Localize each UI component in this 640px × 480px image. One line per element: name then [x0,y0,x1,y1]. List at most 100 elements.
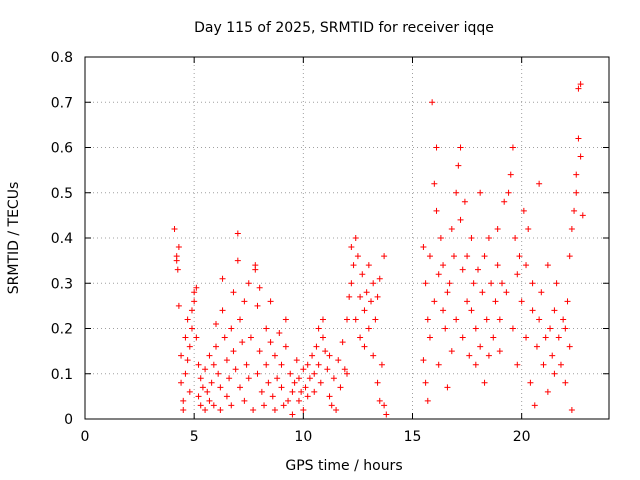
data-point [492,298,499,305]
data-point [494,225,501,232]
data-point [319,316,326,323]
data-point [271,352,278,359]
data-point [324,366,331,373]
data-point [520,207,527,214]
data-point [289,388,296,395]
data-point [363,289,370,296]
data-point [202,366,209,373]
data-point [306,375,313,382]
plot-frame [84,56,610,420]
data-point [247,334,254,341]
data-point [359,271,366,278]
x-tick-label: 20 [513,429,531,445]
data-point [378,361,385,368]
data-point [287,370,294,377]
data-point [457,216,464,223]
data-point [326,352,333,359]
data-point [440,307,447,314]
data-point [481,253,488,260]
data-point [333,406,340,413]
data-point [202,406,209,413]
data-point [571,207,578,214]
data-point [278,384,285,391]
data-point [199,384,206,391]
data-point [551,307,558,314]
data-point [422,280,429,287]
x-axis-label: GPS time / hours [285,458,402,474]
data-point [365,325,372,332]
data-point [191,298,198,305]
data-point [488,280,495,287]
data-point [315,361,322,368]
data-point [254,302,261,309]
data-point [315,325,322,332]
data-point [457,144,464,151]
data-point [440,262,447,269]
data-point [442,325,449,332]
data-point [197,402,204,409]
data-point [555,334,562,341]
y-tick-label: 0 [64,412,73,428]
data-point [512,235,519,241]
data-point [472,325,479,332]
data-point [175,302,182,309]
data-point [311,370,318,377]
data-point [274,375,281,382]
data-point [278,361,285,368]
data-point [568,225,575,232]
data-point [446,280,453,287]
data-point [468,235,475,241]
data-point [429,99,436,106]
data-point [370,280,377,287]
data-point [208,379,215,386]
data-point [245,280,252,287]
data-point [269,393,276,400]
y-tick-label: 0.7 [51,95,73,111]
data-point [265,379,272,386]
data-point [496,348,503,355]
data-point [295,375,302,382]
x-axis: 0 5 10 15 20 [81,57,531,445]
data-point [271,406,278,413]
data-point [348,280,355,287]
data-point [381,402,388,409]
data-point [376,275,383,282]
data-point [354,253,361,260]
data-point [536,180,543,187]
data-point [361,343,368,350]
data-point [206,352,213,359]
data-point [435,271,442,278]
data-point [237,316,244,323]
data-point [267,298,274,305]
data-point [374,379,381,386]
data-point [459,266,466,273]
data-point [178,352,185,359]
data-point [276,330,283,337]
data-point [191,289,198,296]
x-tick-label: 0 [81,429,90,445]
data-point [210,361,217,368]
data-point [494,262,501,269]
data-point [237,384,244,391]
data-point [328,402,335,409]
data-point [464,253,471,260]
data-point [437,235,444,241]
data-point [280,402,287,409]
data-point [304,361,311,368]
data-point [577,81,584,88]
data-point [188,325,195,332]
data-point [352,316,359,323]
data-point [562,325,569,332]
data-point [293,357,300,364]
data-point [542,334,549,341]
data-point [215,370,222,377]
data-point [197,375,204,382]
data-point [348,244,355,251]
data-point [536,316,543,323]
data-point [560,316,567,323]
data-point [566,253,573,260]
data-point [256,284,263,291]
data-point [529,307,536,314]
data-point [267,339,274,346]
data-point [383,411,390,418]
